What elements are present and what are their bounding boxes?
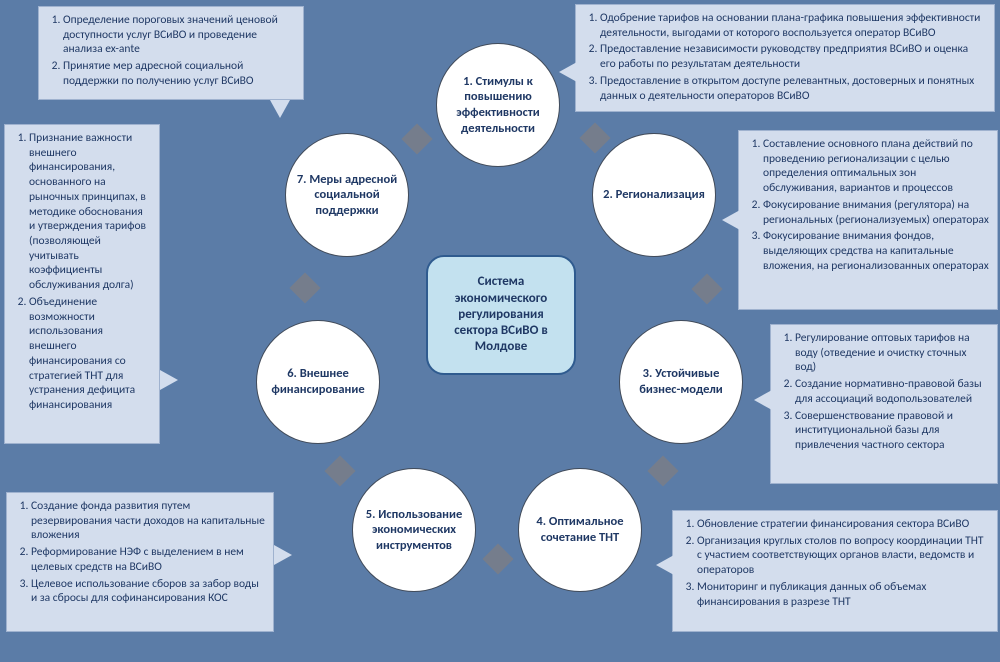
- callout-item: Предоставление независимости руководству…: [600, 42, 986, 71]
- callout-item: Фокусирование внимания фондов, выделяющи…: [763, 229, 989, 273]
- callout-c4: Обновление стратегии финансирования сект…: [672, 510, 998, 632]
- callout-item: Мониторинг и публикация данных об объема…: [697, 580, 989, 609]
- callout-item: Совершенствование правовой и институцион…: [795, 409, 989, 453]
- circle-node-1: 1. Стимулы к повышению эффективности дея…: [436, 43, 560, 167]
- callout-item: Принятие мер адресной социальной поддерж…: [63, 59, 295, 88]
- circle-node-5: 5. Использование экономических инструмен…: [352, 468, 476, 592]
- callout-c1: Одобрение тарифов на основании плана-гра…: [575, 4, 995, 112]
- callout-tail: [754, 390, 772, 410]
- callout-item: Составление основного плана действий по …: [763, 137, 989, 196]
- center-box: Система экономического регулирования сек…: [426, 255, 576, 375]
- callout-tail: [656, 555, 674, 575]
- callout-item: Объединение возможности использования вн…: [29, 295, 151, 413]
- callout-item: Определение пороговых значений ценовой д…: [63, 13, 295, 57]
- callout-tail: [722, 210, 740, 230]
- callout-c7: Определение пороговых значений ценовой д…: [38, 6, 304, 100]
- diagram-canvas: Система экономического регулирования сек…: [0, 0, 1000, 662]
- callout-c5: Создание фонда развития путем резервиров…: [6, 492, 274, 632]
- callout-tail: [559, 62, 577, 82]
- callout-item: Обновление стратегии финансирования сект…: [697, 517, 989, 532]
- callout-c6: Признание важности внешнего финансирован…: [4, 124, 160, 444]
- callout-item: Одобрение тарифов на основании плана-гра…: [600, 11, 986, 40]
- callout-tail: [274, 545, 292, 565]
- callout-item: Регулирование оптовых тарифов на воду (о…: [795, 331, 989, 375]
- circle-node-3: 3. Устойчивые бизнес-модели: [619, 320, 743, 444]
- callout-tail: [160, 370, 178, 390]
- circle-node-6: 6. Внешнее финансирование: [256, 320, 380, 444]
- callout-item: Признание важности внешнего финансирован…: [29, 131, 151, 293]
- callout-item: Создание фонда развития путем резервиров…: [31, 499, 265, 543]
- circle-node-7: 7. Меры адресной социальной поддержки: [285, 133, 409, 257]
- circle-node-4: 4. Оптимальное сочетание ТНТ: [518, 468, 642, 592]
- callout-item: Реформирование НЭФ с выделением в нем це…: [31, 545, 265, 574]
- callout-item: Организация круглых столов по вопросу ко…: [697, 534, 989, 578]
- callout-item: Создание нормативно-правовой базы для ас…: [795, 377, 989, 406]
- callout-item: Предоставление в открытом доступе релева…: [600, 74, 986, 103]
- callout-c3: Регулирование оптовых тарифов на воду (о…: [770, 324, 998, 484]
- callout-item: Фокусирование внимания (регулятора) на р…: [763, 198, 989, 227]
- circle-node-2: 2. Регионализация: [592, 133, 716, 257]
- callout-c2: Составление основного плана действий по …: [738, 130, 998, 310]
- callout-tail: [270, 100, 290, 118]
- callout-item: Целевое использование сборов за забор во…: [31, 577, 265, 606]
